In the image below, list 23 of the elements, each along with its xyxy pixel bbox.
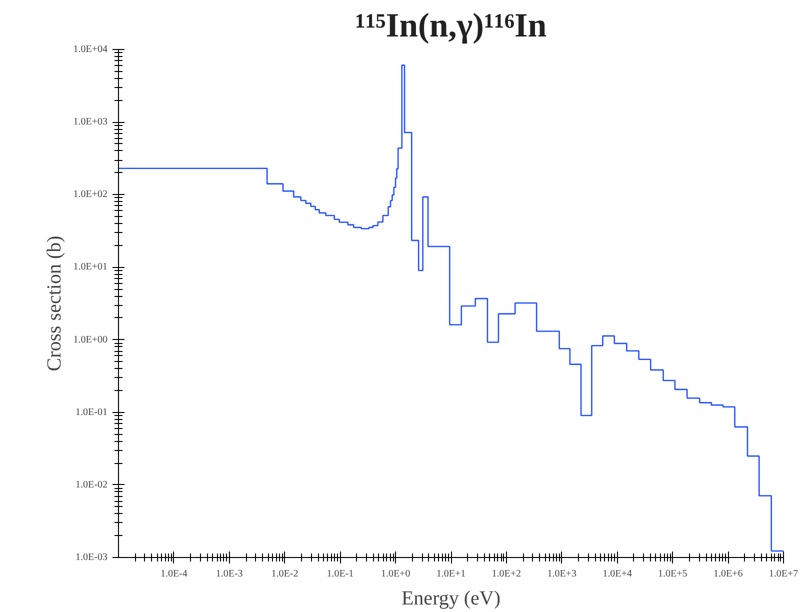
y-axis-title: Cross section (b)	[43, 236, 66, 372]
y-tick-label: 1.0E-01	[76, 406, 108, 418]
y-tick-label: 1.0E+04	[73, 44, 108, 55]
x-tick-label: 1.0E+2	[492, 568, 522, 580]
y-tick-label: 1.0E+01	[73, 262, 108, 273]
x-tick-label: 1.0E-4	[160, 568, 188, 580]
y-tick-label: 1.0E+02	[73, 189, 108, 200]
x-tick-label: 1.0E+5	[658, 568, 688, 580]
x-tick-label: 1.0E-2	[271, 568, 298, 580]
x-tick-label: 1.0E+6	[713, 568, 743, 580]
x-axis-title: Energy (eV)	[401, 588, 501, 610]
x-tick-label: 1.0E+7	[768, 568, 798, 580]
x-tick-label: 1.0E+3	[547, 568, 576, 580]
y-tick-label: 1.0E-02	[76, 479, 108, 490]
y-tick-label: 1.0E+03	[73, 116, 108, 128]
x-tick-label: 1.0E+1	[436, 568, 466, 580]
x-tick-label: 1.0E-1	[326, 568, 354, 580]
y-tick-label: 1.0E-03	[76, 552, 108, 563]
chart-title: ¹¹⁵In(n,γ)¹¹⁶In	[355, 8, 547, 44]
y-tick-label: 1.0E+00	[73, 334, 108, 346]
x-tick-label: 1.0E-3	[216, 568, 243, 580]
x-tick-label: 1.0E+0	[380, 568, 410, 580]
x-tick-label: 1.0E+4	[602, 568, 632, 580]
